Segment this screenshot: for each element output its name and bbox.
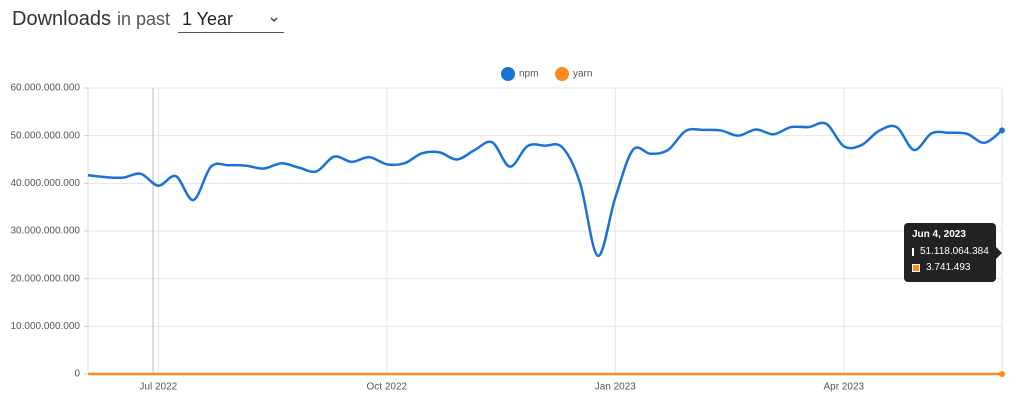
- tooltip-swatch: [912, 263, 920, 272]
- tooltip-swatch: [912, 247, 914, 256]
- y-tick-label: 10.000.000.000: [10, 321, 80, 332]
- tooltip-value: 3.741.493: [926, 262, 971, 273]
- x-tick-label: Jul 2022: [139, 382, 177, 393]
- tooltip-row: 51.118.064.384: [912, 246, 989, 257]
- legend-marker[interactable]: [555, 67, 569, 81]
- period-value: 1 Year: [182, 9, 234, 29]
- y-tick-label: 30.000.000.000: [10, 226, 80, 237]
- legend-label: npm: [519, 69, 538, 80]
- x-tick-label: Oct 2022: [367, 382, 408, 393]
- x-tick-label: Apr 2023: [824, 382, 865, 393]
- line: [87, 121, 1003, 258]
- period-select[interactable]: 1 Year: [178, 9, 284, 33]
- point: [999, 370, 1005, 377]
- y-tick-label: 0: [74, 369, 80, 380]
- point: [999, 127, 1005, 134]
- y-tick-label: 20.000.000.000: [10, 273, 80, 284]
- y-tick-label: 50.000.000.000: [10, 130, 80, 141]
- chevron: [270, 17, 278, 22]
- header: Downloads in past 1 Year: [12, 8, 284, 38]
- tooltip-arrow: [996, 247, 1002, 259]
- period-label: in past: [116, 9, 170, 29]
- tooltip-value: 51.118.064.384: [920, 246, 989, 257]
- tooltip: Jun 4, 2023 51.118.064.384 3.741.493: [904, 223, 1002, 282]
- legend-label: yarn: [573, 69, 592, 80]
- tooltip-title: Jun 4, 2023: [912, 229, 966, 240]
- y-tick-label: 40.000.000.000: [10, 178, 80, 189]
- tooltip-row: 3.741.493: [912, 262, 988, 273]
- x-tick-label: Jan 2023: [595, 382, 637, 393]
- title: Downloads: [12, 8, 111, 30]
- legend-marker[interactable]: [501, 67, 515, 81]
- y-tick-label: 60.000.000.000: [10, 83, 80, 94]
